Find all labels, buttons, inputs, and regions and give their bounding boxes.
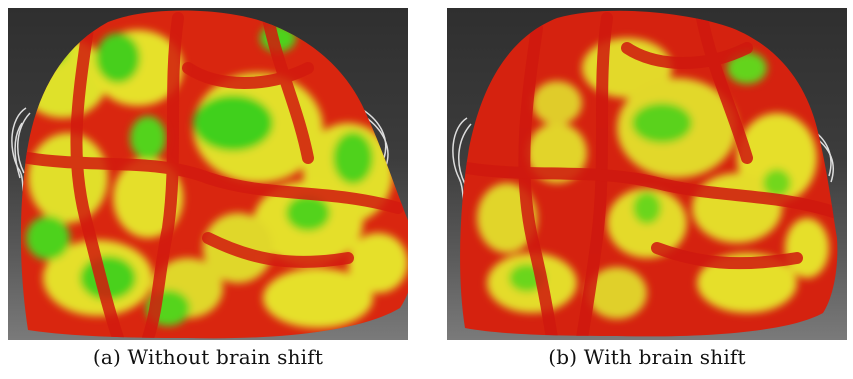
brain-surface-map-b — [452, 10, 838, 337]
panel-without-brain-shift — [8, 8, 408, 340]
brain-surface-map-a — [11, 10, 408, 339]
caption-without-brain-shift: (a) Without brain shift — [92, 345, 324, 369]
caption-with-brain-shift: (b) With brain shift — [548, 345, 746, 369]
panel-with-brain-shift — [447, 8, 847, 340]
